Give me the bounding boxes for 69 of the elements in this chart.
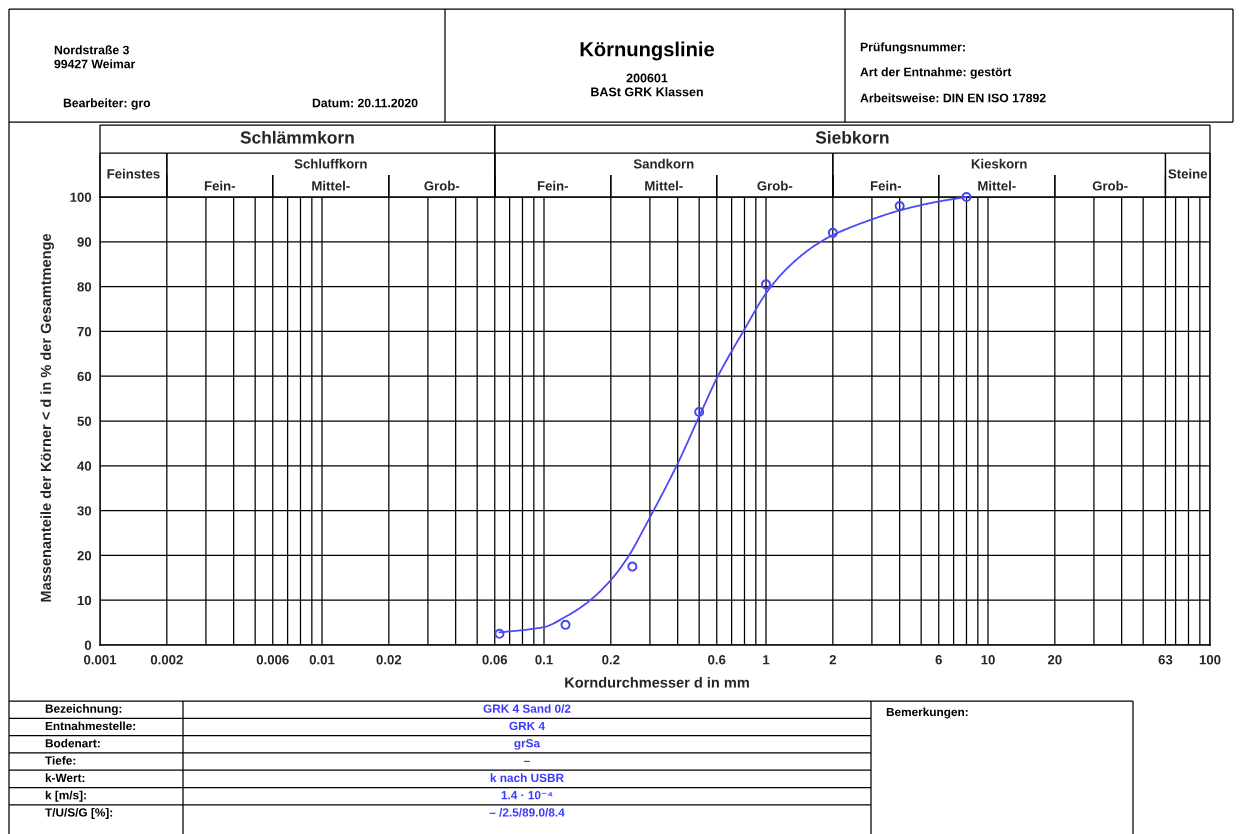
x-tick-label: 0.01 (309, 655, 335, 665)
text: Fein- (537, 180, 569, 191)
text: Grob- (1092, 180, 1128, 191)
x-tick-label: 0.02 (376, 655, 402, 665)
text: Datum: 20.11.2020 (312, 98, 418, 108)
text: Tiefe: (45, 756, 76, 765)
text: Bemerkungen: (886, 707, 968, 719)
text: – (524, 760, 530, 763)
text: Grob- (757, 180, 793, 191)
text: Schluffkorn (294, 158, 367, 169)
y-tick-label: 100 (70, 192, 92, 202)
y-axis-title: Massenanteile der Körner < d in % der Gesamtmenge (40, 233, 54, 602)
y-tick-label: 90 (77, 237, 92, 247)
text: k [m/s]: (45, 790, 86, 802)
text: GRK 4 Sand 0/2 (483, 704, 571, 713)
x-tick-label: 20 (1047, 655, 1062, 665)
chart-title: Körnungslinie (580, 41, 715, 61)
text: Fein- (870, 180, 902, 191)
text: Entnahmestelle: (45, 721, 136, 731)
x-tick-label: 0.2 (602, 655, 620, 665)
text: Grob- (424, 180, 460, 191)
text: Nordstraße 3 (54, 45, 129, 55)
x-tick-label: 100 (1199, 655, 1221, 665)
x-tick-label: 6 (935, 655, 942, 665)
text: Schlämmkorn (240, 130, 354, 144)
text: Feinstes (107, 168, 160, 179)
y-tick-label: 80 (77, 282, 92, 292)
text: Bezeichnung: (45, 704, 122, 716)
y-tick-label: 40 (77, 461, 92, 471)
y-tick-label: 0 (84, 640, 92, 650)
text: Bearbeiter: gro (63, 98, 151, 110)
y-tick-label: 60 (77, 371, 92, 382)
text: Sandkorn (633, 158, 694, 169)
y-tick-label: 20 (77, 550, 92, 561)
text: Kieskorn (971, 158, 1027, 169)
text: – /2.5/89.0/8.4 (489, 807, 565, 817)
text: Siebkorn (815, 130, 889, 144)
text: T/U/S/G [%]: (45, 807, 113, 819)
text: GRK 4 (509, 721, 545, 731)
y-tick-label: 10 (77, 595, 92, 606)
text: Prüfungsnummer: (860, 42, 965, 54)
chart-subtitle: 200601 BASt GRK Klassen (591, 73, 703, 97)
x-tick-label: 2 (829, 655, 836, 665)
y-tick-label: 30 (77, 506, 92, 516)
x-axis-title: Korndurchmesser d in mm (565, 677, 749, 688)
text: 99427 Weimar (54, 59, 136, 69)
text: Bodenart: (45, 738, 100, 748)
x-tick-label: 0.006 (256, 655, 289, 665)
x-tick-label: 0.002 (150, 655, 183, 665)
x-tick-label: 1 (763, 655, 770, 665)
x-tick-label: 63 (1158, 655, 1173, 665)
x-tick-label: 10 (981, 655, 995, 665)
text: Fein- (204, 180, 236, 191)
text: Mittel- (645, 180, 683, 191)
text: Steine (1168, 168, 1208, 179)
y-tick-label: 70 (77, 326, 92, 337)
x-tick-label: 0.06 (482, 655, 508, 665)
text: Mittel- (978, 180, 1016, 191)
x-tick-label: 0.1 (535, 655, 553, 665)
text: 1.4 · 10⁻⁴ (501, 790, 553, 800)
text: grSa (514, 739, 541, 750)
x-tick-label: 0.6 (708, 655, 726, 665)
x-tick-label: 0.001 (84, 655, 117, 665)
text: k nach USBR (490, 773, 564, 783)
text: Arbeitsweise: DIN EN ISO 17892 (860, 93, 1046, 103)
y-tick-label: 50 (77, 416, 92, 426)
text: k-Wert: (45, 773, 85, 783)
text: Mittel- (312, 180, 350, 191)
text: Art der Entnahme: gestört (860, 67, 1012, 79)
